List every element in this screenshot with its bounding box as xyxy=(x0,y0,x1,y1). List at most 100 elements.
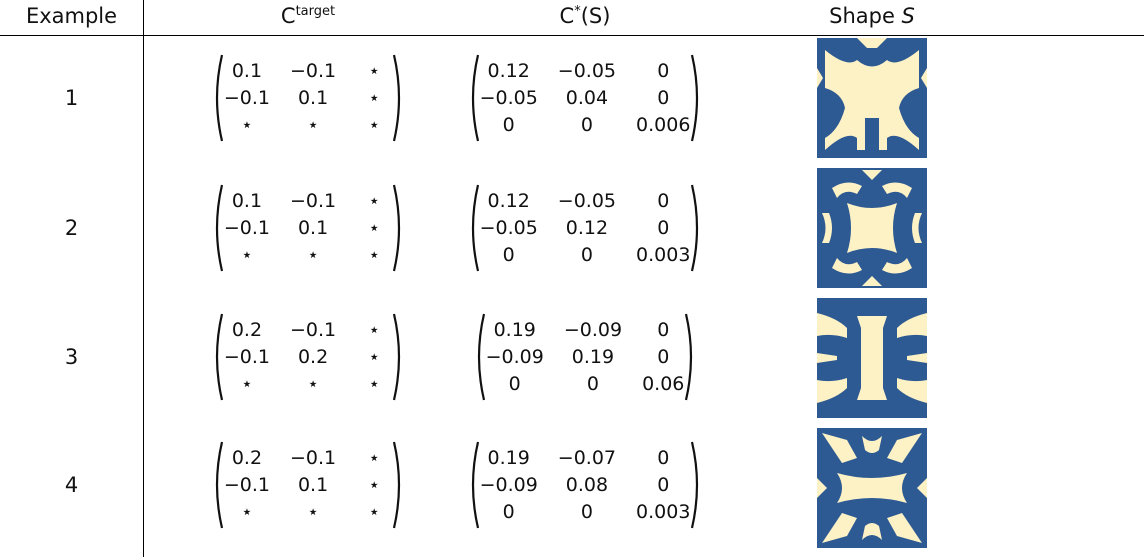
matrix-entry: −0.1 xyxy=(290,318,337,341)
matrix-entry: ⋆ xyxy=(307,243,320,266)
matrix-entry: 0.1 xyxy=(297,216,329,239)
target-matrix: 0.2 −0.1 ⋆ −0.1 0.1 ⋆ ⋆ ⋆ ⋆ xyxy=(148,439,468,531)
matrix-entry: −0.09 xyxy=(563,318,623,341)
left-paren xyxy=(477,313,485,401)
header-result-sup: * xyxy=(574,4,581,19)
matrix-entry: 0.12 xyxy=(487,189,530,212)
matrix-entry: 0 xyxy=(586,372,599,395)
matrix-entry: −0.09 xyxy=(485,345,544,368)
shape-image xyxy=(817,168,927,288)
matrix-grid: 0.2 −0.1 ⋆ −0.1 0.2 ⋆ ⋆ ⋆ ⋆ xyxy=(224,317,392,398)
matrix-entry: ⋆ xyxy=(240,113,253,136)
example-number: 4 xyxy=(64,473,79,497)
left-paren xyxy=(215,54,223,142)
header-example: Example xyxy=(25,4,118,28)
matrix-entry: 0.1 xyxy=(297,86,329,109)
example-number: 1 xyxy=(64,86,79,110)
matrix-grid: 0.1 −0.1 ⋆ −0.1 0.1 ⋆ ⋆ ⋆ ⋆ xyxy=(224,58,392,139)
matrix-entry: 0 xyxy=(657,59,670,82)
matrix-entry: 0 xyxy=(580,243,593,266)
matrix-entry: 0.2 xyxy=(297,345,329,368)
matrix-entry: −0.07 xyxy=(557,446,617,469)
matrix-entry: ⋆ xyxy=(368,318,381,341)
matrix-entry: 0 xyxy=(502,113,515,136)
matrix-entry: 0 xyxy=(502,243,515,266)
matrix-entry: 0.1 xyxy=(231,59,263,82)
matrix-entry: ⋆ xyxy=(368,473,381,496)
matrix-entry: 0 xyxy=(657,473,670,496)
matrix-entry: ⋆ xyxy=(368,189,381,212)
left-paren xyxy=(215,441,223,529)
right-paren xyxy=(393,54,401,142)
matrix-entry: −0.1 xyxy=(223,86,270,109)
matrix-grid: 0.12 −0.05 0 −0.05 0.12 0 0 0 0.003 xyxy=(480,188,691,269)
matrix-entry: 0.2 xyxy=(231,318,263,341)
column-rule xyxy=(143,0,144,557)
example-number: 3 xyxy=(64,345,79,369)
matrix-entry: −0.1 xyxy=(290,59,337,82)
matrix-entry: ⋆ xyxy=(240,243,253,266)
matrix-entry: ⋆ xyxy=(368,243,381,266)
right-paren xyxy=(685,313,693,401)
matrix-entry: −0.05 xyxy=(557,189,617,212)
matrix-entry: 0.08 xyxy=(565,473,609,496)
header-shape-var: S xyxy=(901,4,915,28)
matrix-entry: −0.1 xyxy=(223,216,270,239)
matrix-entry: ⋆ xyxy=(240,500,253,523)
target-matrix: 0.1 −0.1 ⋆ −0.1 0.1 ⋆ ⋆ ⋆ ⋆ xyxy=(148,182,468,274)
header-target-sup: target xyxy=(295,4,336,19)
example-number: 2 xyxy=(64,216,79,240)
matrix-grid: 0.19 −0.09 0 −0.09 0.19 0 0 0 0.06 xyxy=(486,317,685,398)
header-shape: Shape S xyxy=(772,2,972,30)
matrix-entry: 0 xyxy=(657,318,670,341)
result-matrix: 0.19 −0.07 0 −0.09 0.08 0 0 0 0.003 xyxy=(425,439,745,531)
matrix-entry: ⋆ xyxy=(368,59,381,82)
matrix-entry: 0.12 xyxy=(487,59,530,82)
matrix-entry: ⋆ xyxy=(368,372,381,395)
result-matrix: 0.12 −0.05 0 −0.05 0.12 0 0 0 0.003 xyxy=(425,182,745,274)
shape-image xyxy=(817,428,927,548)
matrix-entry: 0.1 xyxy=(297,473,329,496)
header-shape-main: Shape xyxy=(829,4,902,28)
left-paren xyxy=(471,54,479,142)
shape-image xyxy=(817,38,927,158)
matrix-entry: ⋆ xyxy=(368,113,381,136)
header-result: C*(S) xyxy=(435,2,735,30)
target-matrix: 0.2 −0.1 ⋆ −0.1 0.2 ⋆ ⋆ ⋆ ⋆ xyxy=(148,311,468,403)
matrix-entry: ⋆ xyxy=(307,113,320,136)
matrix-entry: 0.1 xyxy=(231,189,263,212)
matrix-entry: ⋆ xyxy=(368,345,381,368)
matrix-entry: 0.19 xyxy=(487,446,530,469)
result-matrix: 0.12 −0.05 0 −0.05 0.04 0 0 0 0.006 xyxy=(425,52,745,144)
header-target-main: C xyxy=(280,4,296,28)
matrix-entry: 0.12 xyxy=(565,216,609,239)
matrix-entry: −0.1 xyxy=(290,189,337,212)
matrix-entry: ⋆ xyxy=(368,500,381,523)
matrix-entry: 0 xyxy=(657,216,670,239)
shape-image xyxy=(817,298,927,418)
matrix-entry: −0.1 xyxy=(223,473,270,496)
matrix-entry: 0 xyxy=(580,113,593,136)
matrix-entry: −0.05 xyxy=(479,216,538,239)
matrix-grid: 0.1 −0.1 ⋆ −0.1 0.1 ⋆ ⋆ ⋆ ⋆ xyxy=(224,188,392,269)
matrix-entry: ⋆ xyxy=(240,372,253,395)
matrix-entry: −0.1 xyxy=(290,446,337,469)
header-result-rest: (S) xyxy=(580,4,611,28)
left-paren xyxy=(215,184,223,272)
right-paren xyxy=(393,313,401,401)
matrix-entry: 0 xyxy=(580,500,593,523)
matrix-grid: 0.2 −0.1 ⋆ −0.1 0.1 ⋆ ⋆ ⋆ ⋆ xyxy=(224,445,392,526)
matrix-entry: 0.003 xyxy=(636,500,691,523)
right-paren xyxy=(691,441,699,529)
matrix-entry: ⋆ xyxy=(368,216,381,239)
target-matrix: 0.1 −0.1 ⋆ −0.1 0.1 ⋆ ⋆ ⋆ ⋆ xyxy=(148,52,468,144)
left-paren xyxy=(471,184,479,272)
right-paren xyxy=(393,184,401,272)
matrix-entry: −0.05 xyxy=(479,86,538,109)
left-paren xyxy=(471,441,479,529)
matrix-entry: 0 xyxy=(657,345,670,368)
matrix-entry: 0.04 xyxy=(565,86,609,109)
matrix-entry: ⋆ xyxy=(368,86,381,109)
matrix-entry: ⋆ xyxy=(307,500,320,523)
